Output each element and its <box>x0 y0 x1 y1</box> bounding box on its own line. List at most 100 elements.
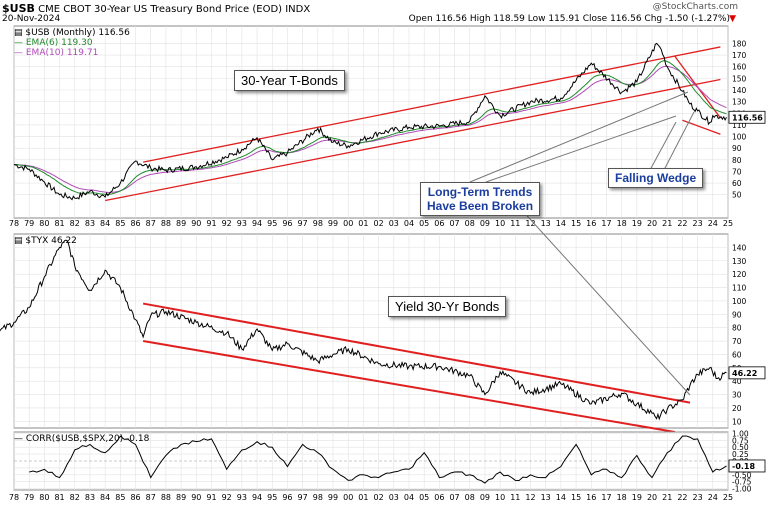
last-value-tag <box>728 366 766 380</box>
y-tick-label: 110 <box>732 121 747 130</box>
x-axis-label-upper: 83 <box>85 219 95 228</box>
x-axis-label-lower: 92 <box>222 493 232 502</box>
legend-ema6-label: EMA(6) 119.30 <box>25 38 93 48</box>
legend-swatch-icon: ▤ <box>14 28 23 38</box>
x-axis-label-upper: 25 <box>723 219 733 228</box>
y-tick-label: -0.75 <box>732 478 752 487</box>
x-axis-label-upper: 02 <box>374 219 384 228</box>
x-axis-label-lower: 78 <box>9 493 19 502</box>
y-tick-label: 0.75 <box>732 436 749 445</box>
y-tick-label: 120 <box>732 270 747 279</box>
x-axis-label-upper: 00 <box>343 219 353 228</box>
y-tick-label: 140 <box>732 86 747 95</box>
x-axis-label-lower: 24 <box>708 493 718 502</box>
x-axis-label-lower: 23 <box>693 493 703 502</box>
y-tick-label: 100 <box>732 297 747 306</box>
trendline <box>142 302 691 404</box>
x-axis-label-upper: 94 <box>252 219 262 228</box>
x-axis-label-lower: 05 <box>419 493 429 502</box>
x-axis-label-lower: 99 <box>328 493 338 502</box>
x-axis-label-upper: 13 <box>541 219 551 228</box>
x-axis-label-lower: 89 <box>176 493 186 502</box>
x-axis-label-lower: 08 <box>465 493 475 502</box>
chg-down-icon: ▼ <box>729 14 736 24</box>
annotation-yield: Yield 30-Yr Bonds <box>388 296 507 317</box>
x-axis-label-upper: 09 <box>480 219 490 228</box>
x-axis-label-lower: 18 <box>617 493 627 502</box>
y-tick-label: 0.50 <box>732 443 749 452</box>
x-axis-label-upper: 89 <box>176 219 186 228</box>
annotation-pointer-line <box>485 115 677 183</box>
x-axis-label-lower: 25 <box>723 493 733 502</box>
legend-tyx: ▤ $TYX 46.22 <box>14 236 77 246</box>
x-axis-label-upper: 10 <box>495 219 505 228</box>
x-axis-label-upper: 11 <box>510 219 520 228</box>
series-corr-line <box>29 435 727 484</box>
x-axis-label-lower: 07 <box>449 493 459 502</box>
x-axis-label-upper: 92 <box>222 219 232 228</box>
x-axis-label-upper: 19 <box>632 219 642 228</box>
x-axis-label-lower: 19 <box>632 493 642 502</box>
x-axis-label-upper: 81 <box>54 219 64 228</box>
x-axis-label-upper: 04 <box>404 219 414 228</box>
y-tick-label: 20 <box>732 404 742 413</box>
x-axis-label-upper: 07 <box>449 219 459 228</box>
y-tick-label: -0.50 <box>732 471 752 480</box>
annotation-pointer-line <box>649 121 677 171</box>
x-axis-label-lower: 93 <box>237 493 247 502</box>
y-tick-label: 140 <box>732 243 747 252</box>
y-tick-label: 80 <box>732 324 742 333</box>
y-tick-label: 70 <box>732 167 742 176</box>
x-axis-label-upper: 14 <box>556 219 566 228</box>
y-tick-label: 110 <box>732 284 747 293</box>
x-axis-label-upper: 15 <box>571 219 581 228</box>
exchange-label: INDX <box>285 4 311 15</box>
x-axis-label-upper: 18 <box>617 219 627 228</box>
watermark-logo: @StockCharts.com <box>652 2 738 12</box>
x-axis-label-upper: 12 <box>525 219 535 228</box>
annotation-trends: Long-Term Trends Have Been Broken <box>420 182 541 216</box>
series-usb-line <box>13 42 727 201</box>
x-axis-label-lower: 11 <box>510 493 520 502</box>
annotation-pointer-line <box>663 111 695 171</box>
y-tick-label: 60 <box>732 179 742 188</box>
last-value-label: 46.22 <box>732 369 757 378</box>
trendline <box>143 46 721 163</box>
x-axis-label-lower: 98 <box>313 493 323 502</box>
panel-frame-middle <box>13 233 729 429</box>
y-tick-label: 70 <box>732 337 742 346</box>
x-axis-label-lower: 02 <box>374 493 384 502</box>
x-axis-label-upper: 86 <box>130 219 140 228</box>
x-axis-label-lower: 06 <box>434 493 444 502</box>
series-tyx-line <box>0 239 727 421</box>
x-axis-label-lower: 87 <box>146 493 156 502</box>
annotation-tbonds: 30-Year T-Bonds <box>234 70 345 91</box>
y-tick-label: 50 <box>732 191 742 200</box>
legend-corr-label: CORR($USB,$SPX,20) -0.18 <box>25 434 150 444</box>
x-axis-label-upper: 91 <box>206 219 216 228</box>
x-axis-label-upper: 84 <box>100 219 110 228</box>
x-axis-label-lower: 21 <box>662 493 672 502</box>
chart-header-row: $USB CME CBOT 30-Year US Treasury Bond P… <box>2 2 310 15</box>
x-axis-label-upper: 97 <box>298 219 308 228</box>
y-tick-label: 160 <box>732 63 747 72</box>
legend-ema10: — EMA(10) 119.71 <box>14 48 99 58</box>
x-axis-label-upper: 98 <box>313 219 323 228</box>
y-tick-label: 90 <box>732 310 742 319</box>
last-value-tag <box>728 459 766 473</box>
x-axis-label-lower: 22 <box>677 493 687 502</box>
x-axis-label-lower: 79 <box>24 493 34 502</box>
y-tick-label: 100 <box>732 133 747 142</box>
x-axis-label-lower: 13 <box>541 493 551 502</box>
last-value-label: 116.56 <box>732 113 763 122</box>
x-axis-label-upper: 99 <box>328 219 338 228</box>
trendline <box>105 78 721 202</box>
symbol-label: $USB <box>2 2 35 15</box>
x-axis-label-upper: 24 <box>708 219 718 228</box>
x-axis-label-upper: 16 <box>586 219 596 228</box>
annotation-pointer-line <box>519 207 691 396</box>
legend-ema6: — EMA(6) 119.30 <box>14 38 93 48</box>
annotation-trends-line2: Have Been Broken <box>427 199 534 213</box>
x-axis-label-upper: 93 <box>237 219 247 228</box>
annotation-trends-line1: Long-Term Trends <box>427 185 533 199</box>
